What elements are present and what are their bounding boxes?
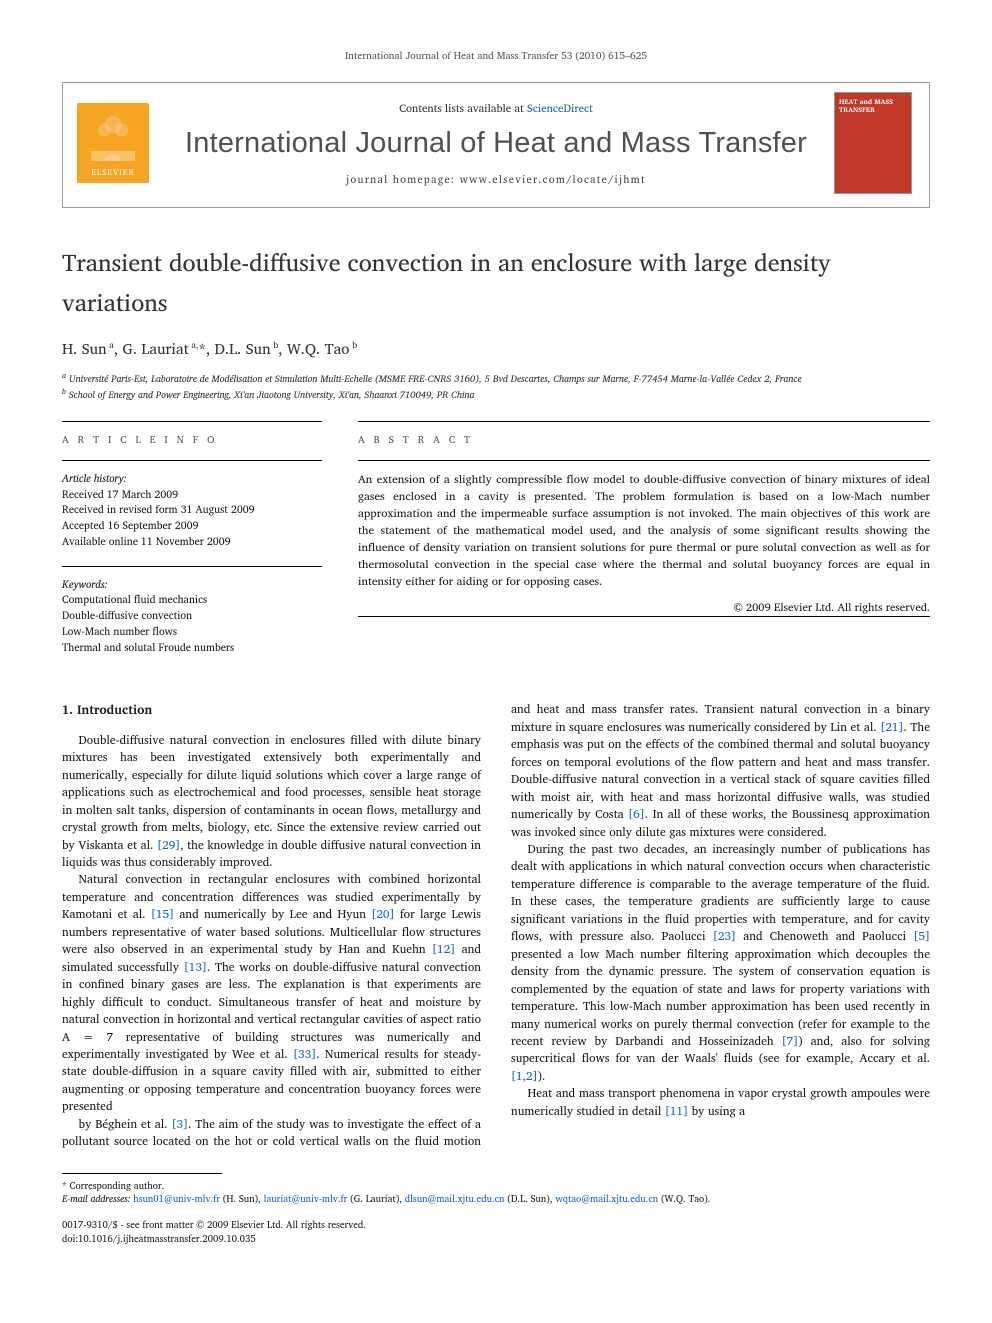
email-who: (D.L. Sun) [507, 1192, 550, 1207]
journal-homepage: journal homepage: www.elsevier.com/locat… [171, 170, 821, 188]
email-link[interactable]: hsun01@univ-mlv.fr [133, 1192, 220, 1207]
masthead: ELSEVIER Contents lists available at Sci… [62, 82, 930, 208]
corresponding-note: * Corresponding author. [62, 1180, 930, 1194]
author-2: D.L. Sun [215, 336, 271, 361]
para: Double-diffusive natural convection in e… [62, 732, 481, 872]
affiliation-a: Université Paris-Est, Laboratoire de Mod… [69, 372, 802, 387]
article-body: 1. Introduction Double-diffusive natural… [62, 701, 930, 1150]
homepage-url[interactable]: www.elsevier.com/locate/ijhmt [460, 170, 646, 188]
section-heading-1: 1. Introduction [62, 701, 481, 720]
corresponding-star-icon: * [198, 336, 206, 361]
history-item: Available online 11 November 2009 [62, 534, 322, 550]
email-who: (G. Lauriat) [350, 1192, 399, 1207]
front-matter-line: 0017-9310/$ - see front matter © 2009 El… [62, 1219, 930, 1232]
contents-available-line: Contents lists available at ScienceDirec… [171, 99, 821, 117]
publisher-name: ELSEVIER [91, 165, 135, 179]
para: Natural convection in rectangular enclos… [62, 871, 481, 1115]
homepage-prefix: journal homepage: [346, 170, 459, 188]
keyword: Thermal and solutal Froude numbers [62, 640, 322, 656]
para: Heat and mass transport phenomena in vap… [511, 1085, 930, 1120]
author-0: H. Sun [62, 336, 107, 361]
article-title: Transient double-diffusive convection in… [62, 242, 930, 322]
author-list: H. Sun a, G. Lauriat a,*, D.L. Sun b, W.… [62, 336, 930, 361]
article-info: A R T I C L E I N F O Article history: R… [62, 421, 322, 672]
affiliation-b: School of Energy and Power Engineering, … [69, 388, 475, 403]
article-info-heading: A R T I C L E I N F O [62, 432, 322, 448]
author-1: G. Lauriat [122, 336, 188, 361]
email-link[interactable]: dlsun@mail.xjtu.edu.cn [405, 1192, 505, 1207]
cover-title: HEAT and MASS TRANSFER [839, 99, 907, 116]
email-label: E-mail addresses: [62, 1192, 130, 1207]
affiliations: a Université Paris-Est, Laboratoire de M… [62, 371, 930, 403]
footnote-rule [62, 1173, 222, 1174]
abstract-copyright: © 2009 Elsevier Ltd. All rights reserved… [358, 598, 930, 616]
footnotes: * Corresponding author. E-mail addresses… [62, 1180, 930, 1208]
affil-mark: a [107, 337, 114, 352]
para: During the past two decades, an increasi… [511, 841, 930, 1085]
affil-mark: b [349, 337, 357, 352]
email-who: (W.Q. Tao) [661, 1192, 708, 1207]
affil-mark: a, [189, 337, 199, 352]
email-link[interactable]: lauriat@univ-mlv.fr [264, 1192, 348, 1207]
abstract-heading: A B S T R A C T [358, 432, 930, 448]
sciencedirect-link[interactable]: ScienceDirect [527, 99, 593, 117]
journal-cover-thumb: HEAT and MASS TRANSFER [835, 93, 911, 193]
email-link[interactable]: wqtao@mail.xjtu.edu.cn [555, 1192, 658, 1207]
journal-name: International Journal of Heat and Mass T… [171, 127, 821, 160]
email-who: (H. Sun) [223, 1192, 258, 1207]
abstract: A B S T R A C T An extension of a slight… [358, 421, 930, 672]
doi-line: doi:10.1016/j.ijheatmasstransfer.2009.10… [62, 1233, 930, 1246]
affil-mark: b [271, 337, 279, 352]
elsevier-tree-icon [91, 113, 135, 161]
contents-prefix: Contents lists available at [399, 99, 527, 117]
running-head: International Journal of Heat and Mass T… [62, 48, 930, 64]
elsevier-logo: ELSEVIER [77, 103, 149, 183]
author-3: W.Q. Tao [287, 336, 350, 361]
abstract-text: An extension of a slightly compressible … [358, 471, 930, 590]
document-footer: 0017-9310/$ - see front matter © 2009 El… [62, 1219, 930, 1246]
